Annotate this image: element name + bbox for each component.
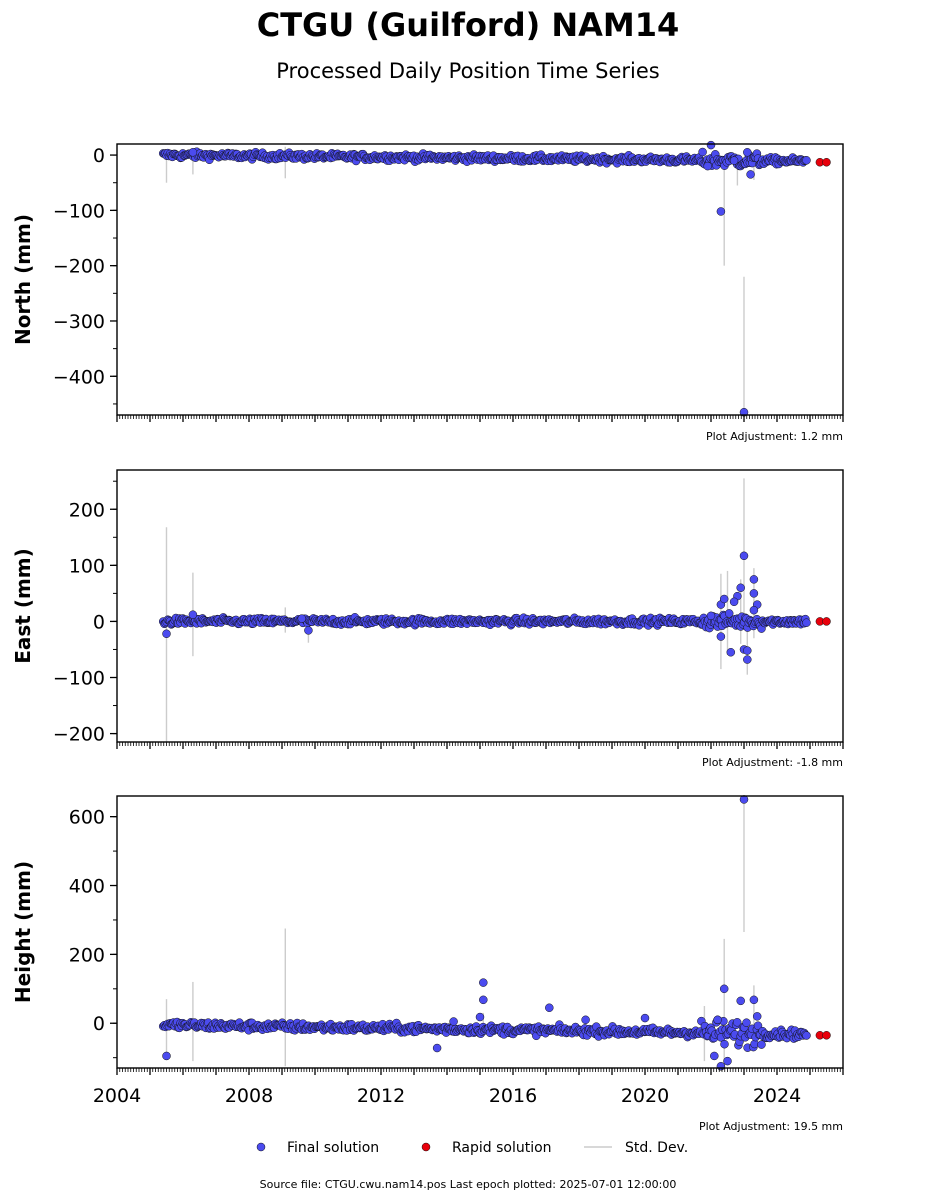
final-solution-points: [158, 551, 811, 664]
footer-source: Source file: CTGU.cwu.nam14.pos Last epo…: [260, 1178, 677, 1191]
figure-title: CTGU (Guilford) NAM14: [257, 6, 680, 44]
legend-marker: [256, 1142, 266, 1152]
legend-label: Final solution: [287, 1140, 379, 1156]
final-solution-point: [162, 1051, 171, 1061]
final-solution-point: [716, 207, 726, 216]
y-axis-label: Height (mm): [11, 861, 35, 1003]
plot-adjustment: Plot Adjustment: -1.8 mm: [702, 756, 843, 769]
panels: 0 −100 −200 −300 −400 North (mm) Plot Adjustme…: [11, 140, 844, 1133]
y-axis-label: East (mm): [11, 548, 35, 664]
x-tick-label: 2012: [357, 1085, 405, 1107]
final-solution-point: [802, 1031, 811, 1040]
final-solution-point: [739, 551, 749, 561]
final-solution-point: [802, 156, 811, 165]
final-solution-point: [743, 148, 752, 157]
final-solution-point: [749, 589, 759, 598]
final-solution-point: [475, 1012, 485, 1022]
legend: Final solution Rapid solution Std. Dev.: [256, 1140, 688, 1156]
legend-label: Rapid solution: [452, 1140, 552, 1156]
final-solution-point: [162, 629, 171, 639]
final-solution-point: [716, 632, 726, 641]
final-solution-point: [746, 170, 755, 179]
final-solution-point: [545, 1003, 554, 1012]
final-solution-point: [719, 984, 729, 994]
final-solution-point: [753, 1021, 763, 1030]
y-tick-label: 200: [69, 499, 105, 521]
final-solution-point: [479, 978, 488, 987]
y-tick-label: −300: [53, 311, 105, 333]
rapid-solution-point: [822, 617, 831, 626]
final-solution-point: [449, 1017, 458, 1026]
final-solution-point: [719, 594, 729, 604]
x-tick-label: 2020: [621, 1085, 669, 1107]
y-tick-label: −200: [53, 256, 105, 278]
final-solution-point: [432, 1043, 442, 1053]
rapid-solution-point: [822, 158, 831, 167]
final-solution-point: [726, 648, 736, 657]
final-solution-point: [188, 610, 198, 619]
final-solution-point: [716, 1062, 726, 1071]
final-solution-point: [729, 597, 739, 607]
final-solution-point: [749, 575, 759, 584]
final-solution-point: [736, 996, 745, 1006]
legend-marker: [421, 1142, 431, 1152]
final-solution-point: [713, 1015, 722, 1025]
final-solution-points: [158, 140, 811, 417]
final-solution-point: [698, 147, 707, 157]
final-solution-point: [724, 609, 734, 618]
x-tick-label: 2008: [225, 1085, 273, 1107]
y-tick-label: 200: [69, 944, 105, 966]
final-solution-points: [158, 795, 811, 1071]
panel-0: 0 −100 −200 −300 −400 North (mm) Plot Adjustme…: [11, 140, 844, 443]
rapid-solution-point: [822, 1031, 831, 1040]
panel-1: 200 100 0 −100 −200 East (mm) Plot Adjustment:…: [11, 469, 844, 769]
final-solution-point: [640, 1013, 650, 1023]
final-solution-point: [749, 995, 759, 1005]
final-solution-point: [710, 1051, 719, 1061]
final-solution-point: [581, 1015, 590, 1025]
final-solution-point: [297, 614, 307, 623]
x-tick-label: 2016: [489, 1085, 537, 1107]
final-solution-point: [736, 583, 745, 593]
y-tick-label: 600: [69, 807, 105, 829]
y-tick-label: 100: [69, 555, 105, 577]
final-solution-point: [706, 140, 716, 150]
final-solution-point: [720, 1039, 729, 1049]
figure-subtitle: Processed Daily Position Time Series: [276, 59, 660, 83]
legend-label: Std. Dev.: [625, 1140, 688, 1156]
final-solution-point: [732, 1018, 742, 1027]
final-solution-point: [729, 156, 739, 165]
final-solution-point: [188, 148, 198, 157]
y-tick-label: −400: [53, 366, 105, 388]
final-solution-point: [802, 618, 811, 627]
plot-frame: [116, 143, 844, 416]
final-solution-point: [743, 655, 752, 664]
final-solution-point: [742, 1018, 751, 1027]
final-solution-point: [706, 611, 716, 621]
plot-adjustment: Plot Adjustment: 19.5 mm: [699, 1120, 843, 1133]
y-tick-label: −100: [53, 668, 105, 690]
y-tick-label: 400: [69, 876, 105, 898]
x-tick-label: 2024: [753, 1085, 801, 1107]
final-solution-point: [304, 626, 313, 635]
y-tick-label: −200: [53, 724, 105, 746]
x-tick-label: 2004: [93, 1085, 141, 1107]
final-solution-point: [752, 1012, 762, 1021]
final-solution-point: [723, 1056, 732, 1066]
final-solution-point: [749, 605, 759, 615]
plot-adjustment: Plot Adjustment: 1.2 mm: [706, 430, 843, 443]
final-solution-point: [703, 161, 712, 171]
y-axis-label: North (mm): [11, 214, 35, 345]
y-tick-label: 0: [93, 611, 105, 633]
y-tick-label: 0: [93, 1013, 105, 1035]
y-tick-label: 0: [93, 145, 105, 167]
y-tick-label: −100: [53, 200, 105, 222]
final-solution-point: [479, 995, 488, 1005]
final-solution-point: [743, 646, 752, 655]
final-solution-point: [757, 1040, 766, 1049]
